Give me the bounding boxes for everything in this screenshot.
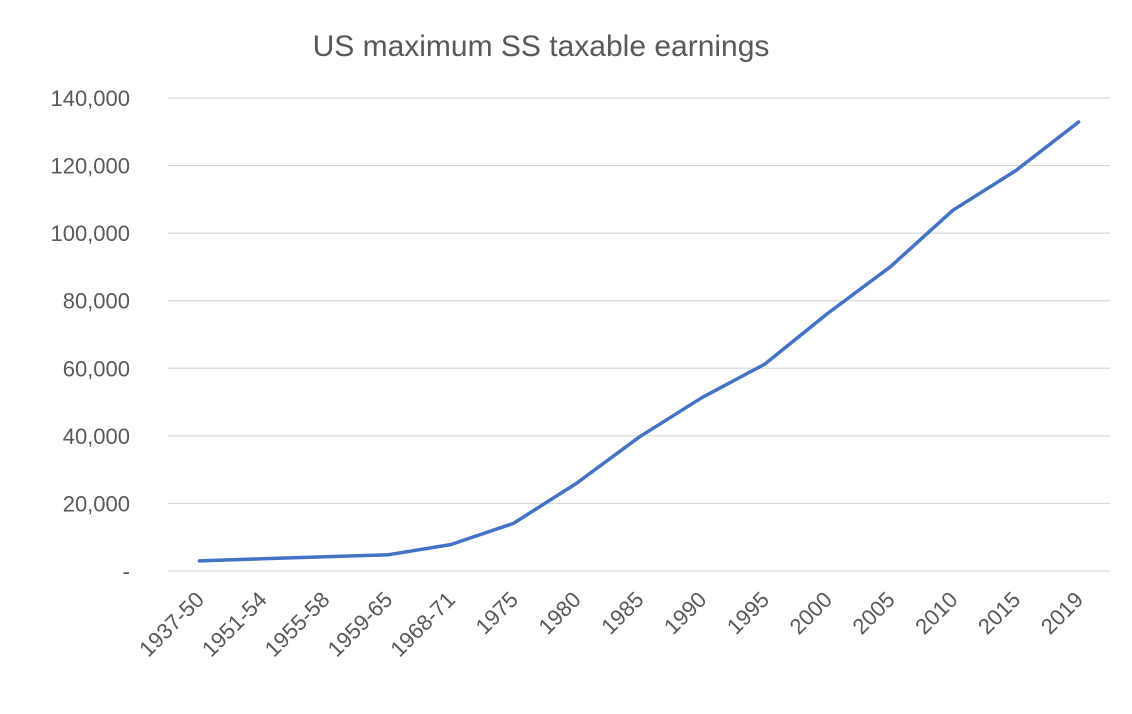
y-tick-label: - [123, 559, 130, 584]
x-tick-label: 2010 [910, 587, 962, 639]
x-tick-label: 2005 [847, 587, 899, 639]
series-layer [197, 120, 1081, 563]
gridlines [168, 97, 1110, 572]
y-tick-label: 20,000 [63, 491, 130, 516]
x-tick-label: 1955-58 [260, 587, 335, 662]
y-tick-label: 40,000 [63, 424, 130, 449]
x-tick-label: 1995 [722, 587, 774, 639]
series-line [197, 120, 1081, 563]
y-tick-label: 140,000 [50, 86, 130, 111]
x-tick-label: 1951-54 [197, 587, 272, 662]
y-tick-label: 60,000 [63, 356, 130, 381]
x-tick-label: 1975 [471, 587, 523, 639]
x-tick-label: 1937-50 [134, 587, 209, 662]
x-tick-label: 1990 [659, 587, 711, 639]
y-tick-label: 120,000 [50, 154, 130, 179]
x-tick-label: 1959-65 [323, 587, 398, 662]
x-tick-label: 1980 [533, 587, 585, 639]
x-tick-label: 2015 [973, 587, 1025, 639]
y-tick-label: 100,000 [50, 221, 130, 246]
x-tick-label: 2019 [1036, 587, 1088, 639]
x-tick-label: 1985 [596, 587, 648, 639]
x-tick-label: 1968-71 [385, 587, 460, 662]
y-tick-label: 80,000 [63, 289, 130, 314]
x-tick-label: 2000 [785, 587, 837, 639]
y-axis-tick-labels: - 20,000 40,000 60,000 80,000 100,000 120,000 1… [50, 86, 130, 584]
chart-title: US maximum SS taxable earnings [313, 30, 770, 63]
